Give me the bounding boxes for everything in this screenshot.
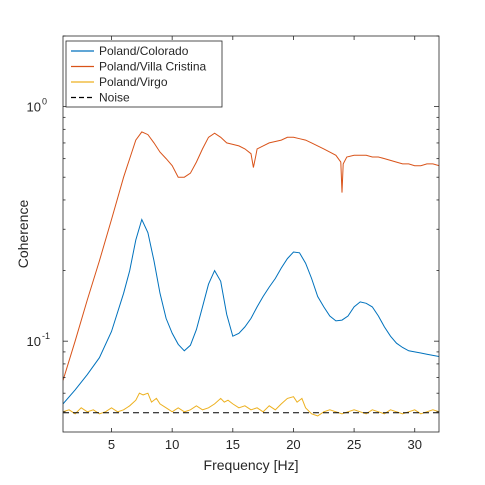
legend-label: Poland/Virgo [99, 75, 168, 89]
axes-box [62, 35, 440, 433]
legend-box [65, 40, 223, 108]
legend-label: Poland/Colorado [99, 44, 189, 58]
y-tick-exponent: 0 [42, 97, 47, 107]
x-tick-label: 15 [226, 437, 240, 452]
series-line-poland-colorado [63, 218, 439, 405]
series-line-poland-villa-cristina [63, 131, 439, 381]
x-tick-label: 10 [165, 437, 179, 452]
x-axis-label: Frequency [Hz] [204, 457, 299, 473]
x-tick-label: 5 [108, 437, 115, 452]
x-tick-label: 30 [408, 437, 422, 452]
legend: Poland/Colorado Poland/Villa CristinaPola… [65, 40, 223, 108]
series-lines [63, 131, 439, 417]
y-axis-label: Coherence [15, 200, 31, 269]
legend-label: Noise [99, 91, 130, 105]
series-line-poland-virgo [63, 392, 439, 417]
x-tick-label: 20 [286, 437, 300, 452]
y-tick-label: 10 [27, 100, 41, 115]
y-tick-exponent: -1 [42, 331, 50, 341]
legend-label: Poland/Villa Cristina [99, 60, 206, 74]
y-tick-label: 10 [27, 334, 41, 349]
x-tick-label: 25 [347, 437, 361, 452]
